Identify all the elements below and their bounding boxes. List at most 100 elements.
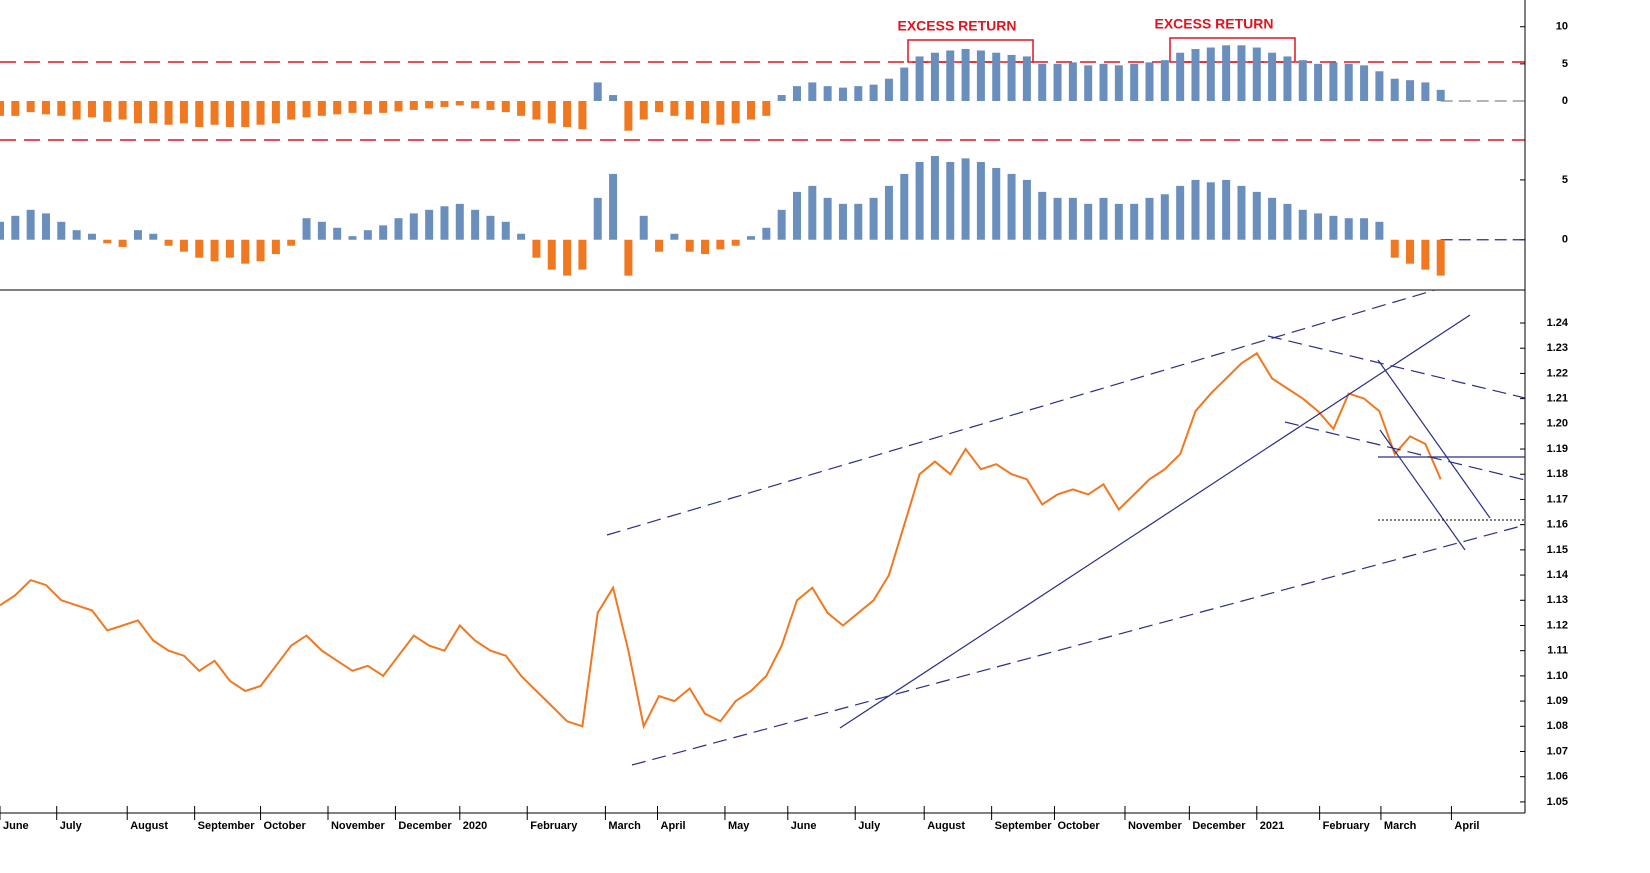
y-tick-label: 1.19: [1547, 443, 1568, 455]
bar: [256, 239, 265, 262]
bar: [57, 100, 66, 116]
trend-line: [839, 314, 1471, 729]
bar: [1038, 63, 1047, 101]
bar: [884, 78, 893, 101]
bar: [425, 209, 434, 240]
bar: [455, 203, 464, 240]
y-tick-label: 1.18: [1547, 468, 1568, 480]
marks: 0 5 10 0 5 1.05 1.06 1.07 1.08 1.09 1.10 1.11 1.12 1.…: [0, 21, 1569, 832]
x-tick-label: 2021: [1260, 820, 1284, 832]
bar: [1298, 209, 1307, 240]
y-tick-label: 1.14: [1547, 569, 1569, 581]
bar: [792, 86, 801, 101]
bar: [1160, 60, 1169, 101]
bar: [0, 221, 4, 240]
bar: [808, 185, 817, 240]
bar: [317, 221, 326, 240]
bar: [1099, 63, 1108, 101]
bar: [256, 100, 265, 125]
y-tick-label: 0: [1562, 95, 1568, 107]
bar: [348, 236, 357, 240]
bar: [961, 49, 970, 101]
bar: [149, 100, 158, 124]
bar: [87, 100, 96, 118]
y-tick-label: 1.09: [1547, 695, 1568, 707]
bar: [609, 173, 618, 240]
bar: [41, 100, 50, 115]
bar: [731, 239, 740, 246]
bar: [731, 100, 740, 124]
bar: [930, 155, 939, 240]
bar: [1360, 218, 1369, 240]
bar: [900, 173, 909, 240]
bar: [1114, 65, 1123, 101]
bar: [501, 100, 510, 113]
bar: [241, 239, 250, 264]
y-tick-label: 1.13: [1547, 594, 1568, 606]
bar: [1191, 49, 1200, 101]
bar: [1130, 203, 1139, 240]
bar: [1436, 239, 1445, 276]
bar: [961, 158, 970, 240]
bar: [838, 203, 847, 240]
bar: [1329, 62, 1338, 101]
bar: [593, 197, 602, 240]
bar: [685, 239, 694, 252]
x-tick-label: September: [995, 820, 1053, 832]
x-tick-label: August: [130, 820, 168, 832]
price-line: [0, 351, 1442, 730]
bar: [915, 161, 924, 240]
bar: [838, 87, 847, 101]
y-tick-label: 5: [1562, 58, 1568, 70]
bar: [486, 100, 495, 110]
annotation: EXCESS RETURN: [897, 18, 1016, 34]
bar: [1099, 197, 1108, 240]
x-tick-label: December: [398, 820, 452, 832]
x-tick-label: November: [1128, 820, 1183, 832]
bar: [1360, 65, 1369, 101]
bar: [1145, 197, 1154, 240]
x-tick-label: December: [1192, 820, 1246, 832]
y-tick-label: 1.05: [1547, 796, 1568, 808]
bar: [103, 239, 112, 244]
bar: [532, 100, 541, 120]
bar: [1084, 65, 1093, 101]
bar: [440, 100, 449, 107]
x-tick-label: October: [1057, 820, 1100, 832]
bar: [670, 100, 679, 116]
bar: [1007, 54, 1016, 101]
y-tick-label: 1.12: [1547, 619, 1568, 631]
bar: [379, 100, 388, 113]
bar: [1176, 52, 1185, 101]
bar: [900, 67, 909, 101]
bar: [287, 100, 296, 120]
bar: [1114, 203, 1123, 240]
bar: [103, 100, 112, 122]
bar: [716, 100, 725, 125]
trend-line: [1267, 335, 1526, 399]
trend-line: [1379, 429, 1466, 551]
bar: [195, 100, 204, 127]
bar: [915, 56, 924, 101]
y-tick-label: 0: [1562, 234, 1568, 246]
bar: [118, 100, 127, 120]
bar: [1038, 191, 1047, 240]
bar: [1298, 60, 1307, 101]
bar: [777, 209, 786, 240]
bar: [992, 167, 1001, 240]
bar: [1436, 89, 1445, 101]
bar: [547, 100, 556, 124]
bar: [777, 95, 786, 101]
bar: [1206, 47, 1215, 101]
bar: [1191, 179, 1200, 240]
bar: [11, 215, 20, 240]
bar: [1022, 56, 1031, 101]
bar: [1160, 194, 1169, 240]
bar: [1084, 203, 1093, 240]
y-tick-label: 1.07: [1547, 745, 1568, 757]
bar: [701, 100, 710, 124]
bar: [670, 233, 679, 240]
bar: [26, 100, 35, 113]
y-tick-label: 1.10: [1547, 670, 1568, 682]
bar: [225, 100, 234, 127]
